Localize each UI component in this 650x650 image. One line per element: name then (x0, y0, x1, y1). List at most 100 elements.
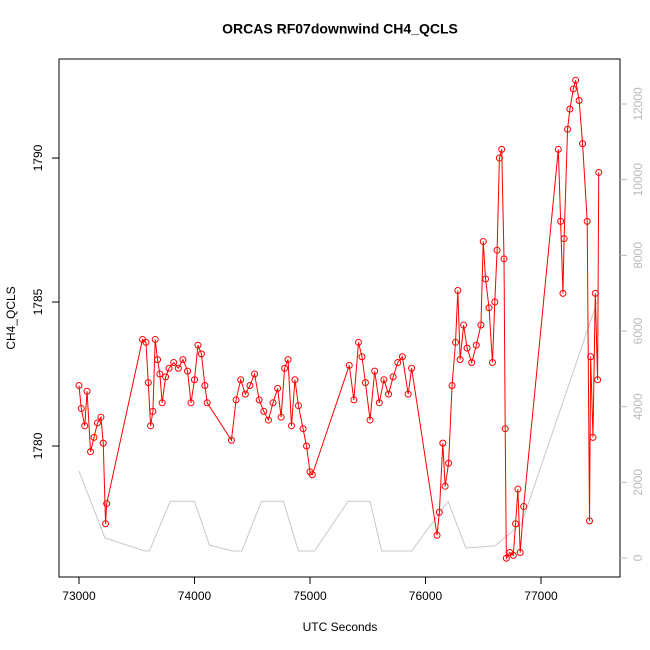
point (190, 376, 198, 384)
point (500, 255, 508, 263)
point (435, 508, 443, 516)
point (482, 275, 490, 283)
point (288, 422, 296, 430)
point (144, 379, 152, 387)
point (579, 140, 587, 148)
point (498, 145, 506, 153)
point (174, 364, 182, 372)
point (512, 520, 520, 528)
point (81, 422, 89, 430)
point (142, 338, 150, 346)
point (149, 407, 157, 415)
x-tick-label: 73000 (62, 589, 96, 603)
point (203, 399, 211, 407)
point (197, 350, 205, 358)
point (520, 502, 528, 510)
point (158, 399, 166, 407)
point (269, 399, 277, 407)
point (260, 407, 268, 415)
point (375, 399, 383, 407)
point (358, 353, 366, 361)
x-tick-label: 75000 (293, 589, 327, 603)
x-axis-label: UTC Seconds (303, 620, 378, 634)
point (299, 425, 307, 433)
point (439, 439, 447, 447)
point (591, 289, 599, 297)
y2-tick-label: 4000 (631, 393, 645, 420)
y-tick-label: 1780 (31, 432, 45, 459)
point (583, 217, 591, 225)
point (99, 439, 107, 447)
point (569, 85, 577, 93)
point (355, 338, 363, 346)
point (477, 321, 485, 329)
y2-tick-label: 8000 (631, 242, 645, 269)
point (572, 76, 580, 84)
point (227, 436, 235, 444)
point (479, 238, 487, 246)
point (460, 321, 468, 329)
point (371, 367, 379, 375)
point (495, 154, 503, 162)
point (560, 235, 568, 243)
point (162, 373, 170, 381)
point (194, 341, 202, 349)
point (366, 416, 374, 424)
point (246, 382, 254, 390)
series-line (78, 80, 600, 561)
point (468, 358, 476, 366)
point (595, 168, 603, 176)
point (184, 367, 192, 375)
point (237, 376, 245, 384)
point (433, 531, 441, 539)
point (456, 356, 464, 364)
point (75, 382, 83, 390)
y2-tick-label: 0 (631, 554, 645, 561)
point (463, 344, 471, 352)
point (274, 384, 282, 392)
point (154, 356, 162, 364)
point (472, 341, 480, 349)
point (165, 364, 173, 372)
y2-tick-label: 10000 (631, 163, 645, 197)
point (93, 419, 101, 427)
plot-box (58, 58, 621, 578)
point (277, 413, 285, 421)
point (255, 396, 263, 404)
point (398, 353, 406, 361)
point (187, 399, 195, 407)
point (97, 413, 105, 421)
chart-title: ORCAS RF07downwind CH4_QCLS (222, 21, 458, 37)
point (452, 338, 460, 346)
point (502, 554, 510, 562)
point (308, 471, 316, 479)
point (509, 551, 517, 559)
point (345, 361, 353, 369)
point (448, 382, 456, 390)
point (516, 549, 524, 557)
point (557, 217, 565, 225)
point (408, 364, 416, 372)
point (232, 396, 240, 404)
point (488, 358, 496, 366)
x-tick-label: 77000 (524, 589, 558, 603)
point (586, 517, 594, 525)
point (361, 379, 369, 387)
point (281, 364, 289, 372)
y-tick-label: 1790 (31, 144, 45, 171)
point (251, 370, 259, 378)
point (170, 358, 178, 366)
point (485, 304, 493, 312)
point (454, 287, 462, 295)
point (151, 335, 159, 343)
point (554, 145, 562, 153)
point (264, 416, 272, 424)
y2-tick-label: 2000 (631, 469, 645, 496)
point (493, 246, 501, 254)
point (83, 387, 91, 395)
point (441, 482, 449, 490)
series-line (78, 296, 600, 552)
point (77, 405, 85, 413)
point (103, 500, 111, 508)
